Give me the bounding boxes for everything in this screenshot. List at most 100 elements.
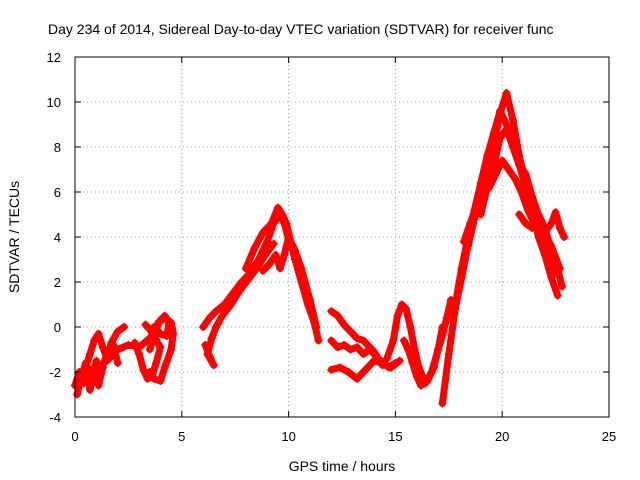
x-tick-label: 10 xyxy=(281,429,295,444)
data-point-marker xyxy=(150,374,159,383)
data-point-marker xyxy=(346,327,355,336)
y-tick-label: 0 xyxy=(54,320,61,335)
data-point-marker xyxy=(271,251,280,259)
data-point-marker xyxy=(521,170,530,178)
data-point-marker xyxy=(359,336,368,345)
data-point-marker xyxy=(90,336,99,345)
y-tick-label: 6 xyxy=(54,185,61,200)
data-point-marker xyxy=(551,208,560,217)
data-point-marker xyxy=(511,174,520,183)
data-point-marker xyxy=(94,381,103,390)
data-point-marker xyxy=(333,311,342,320)
data-point-marker xyxy=(483,152,492,160)
data-point-marker xyxy=(141,320,150,329)
data-point-marker xyxy=(282,219,291,228)
series-line xyxy=(259,233,320,331)
data-point-marker xyxy=(327,336,336,345)
data-point-marker xyxy=(135,350,144,358)
data-point-marker xyxy=(160,314,169,322)
data-point-marker xyxy=(226,300,235,309)
data-point-marker xyxy=(167,345,176,354)
data-point-marker xyxy=(528,224,537,232)
data-point-marker xyxy=(444,350,453,358)
data-point-marker xyxy=(314,336,323,345)
data-point-marker xyxy=(496,107,505,115)
data-point-marker xyxy=(169,329,178,338)
data-point-marker xyxy=(130,338,139,347)
data-point-marker xyxy=(404,345,413,354)
data-point-marker xyxy=(305,296,314,304)
data-point-marker xyxy=(517,188,526,196)
data-point-marker xyxy=(451,300,460,309)
data-point-marker xyxy=(406,323,415,331)
data-point-marker xyxy=(201,341,210,349)
data-point-marker xyxy=(540,228,549,237)
data-point-marker xyxy=(344,368,353,376)
data-point-marker xyxy=(113,359,122,367)
data-point-marker xyxy=(98,343,107,352)
data-point-marker xyxy=(92,356,101,365)
y-tick-label: -4 xyxy=(49,410,61,425)
data-point-marker xyxy=(459,237,468,246)
data-point-marker xyxy=(359,350,368,358)
data-point-marker xyxy=(103,356,112,365)
y-tick-labels: -4 -2 0 2 4 6 8 10 12 xyxy=(47,50,61,425)
y-tick-label: 10 xyxy=(47,95,61,110)
data-point-marker xyxy=(211,323,220,331)
data-point-marker xyxy=(560,233,569,241)
data-point-marker xyxy=(352,334,361,343)
data-point-marker xyxy=(402,305,411,313)
y-tick-label: -2 xyxy=(49,365,61,380)
data-point-marker xyxy=(207,334,216,343)
data-point-marker xyxy=(523,206,532,214)
data-point-marker xyxy=(211,307,220,316)
data-point-marker xyxy=(261,251,270,259)
data-point-marker xyxy=(145,325,154,334)
data-point-marker xyxy=(145,368,154,376)
data-point-marker xyxy=(483,183,492,192)
data-point-marker xyxy=(378,359,387,367)
data-point-marker xyxy=(352,374,361,383)
data-point-marker xyxy=(152,359,161,367)
y-tick-label: 4 xyxy=(54,230,61,245)
y-tick-label: 12 xyxy=(47,50,61,65)
data-point-marker xyxy=(278,210,287,219)
data-point-marker xyxy=(399,336,408,345)
x-axis-label: GPS time / hours xyxy=(289,458,396,474)
y-axis-label: SDTVAR / TECUs xyxy=(6,181,22,293)
data-point-marker xyxy=(139,365,148,374)
chart-title: Day 234 of 2014, Sidereal Day-to-day VTE… xyxy=(48,21,554,37)
data-point-marker xyxy=(276,264,285,273)
data-point-marker xyxy=(241,264,250,273)
data-point-marker xyxy=(160,363,169,372)
data-point-marker xyxy=(327,365,336,374)
data-point-marker xyxy=(346,345,355,354)
series-line xyxy=(201,240,278,369)
data-point-marker xyxy=(113,327,122,336)
data-point-marker xyxy=(547,246,556,255)
data-point-marker xyxy=(312,323,321,331)
data-point-marker xyxy=(489,129,498,138)
data-point-marker xyxy=(218,311,227,320)
data-point-marker xyxy=(252,264,261,273)
data-point-marker xyxy=(85,386,94,394)
data-point-marker xyxy=(156,343,165,352)
data-point-marker xyxy=(555,224,564,232)
data-point-marker xyxy=(269,239,278,248)
data-point-marker xyxy=(267,219,276,228)
data-point-marker xyxy=(199,323,208,331)
data-point-marker xyxy=(98,363,107,372)
data-point-marker xyxy=(382,354,391,363)
data-point-marker xyxy=(489,161,498,169)
data-point-marker xyxy=(547,219,556,228)
data-point-marker xyxy=(124,341,133,349)
x-tick-labels: 0 5 10 15 20 25 xyxy=(71,429,616,444)
y-tick-label: 8 xyxy=(54,140,61,155)
data-point-marker xyxy=(508,116,517,124)
data-point-marker xyxy=(502,125,511,133)
y-tick-label: 2 xyxy=(54,275,61,290)
data-point-marker xyxy=(417,381,426,390)
data-point-marker xyxy=(397,300,406,309)
data-point-marker xyxy=(466,219,475,228)
data-point-marker xyxy=(120,323,129,331)
